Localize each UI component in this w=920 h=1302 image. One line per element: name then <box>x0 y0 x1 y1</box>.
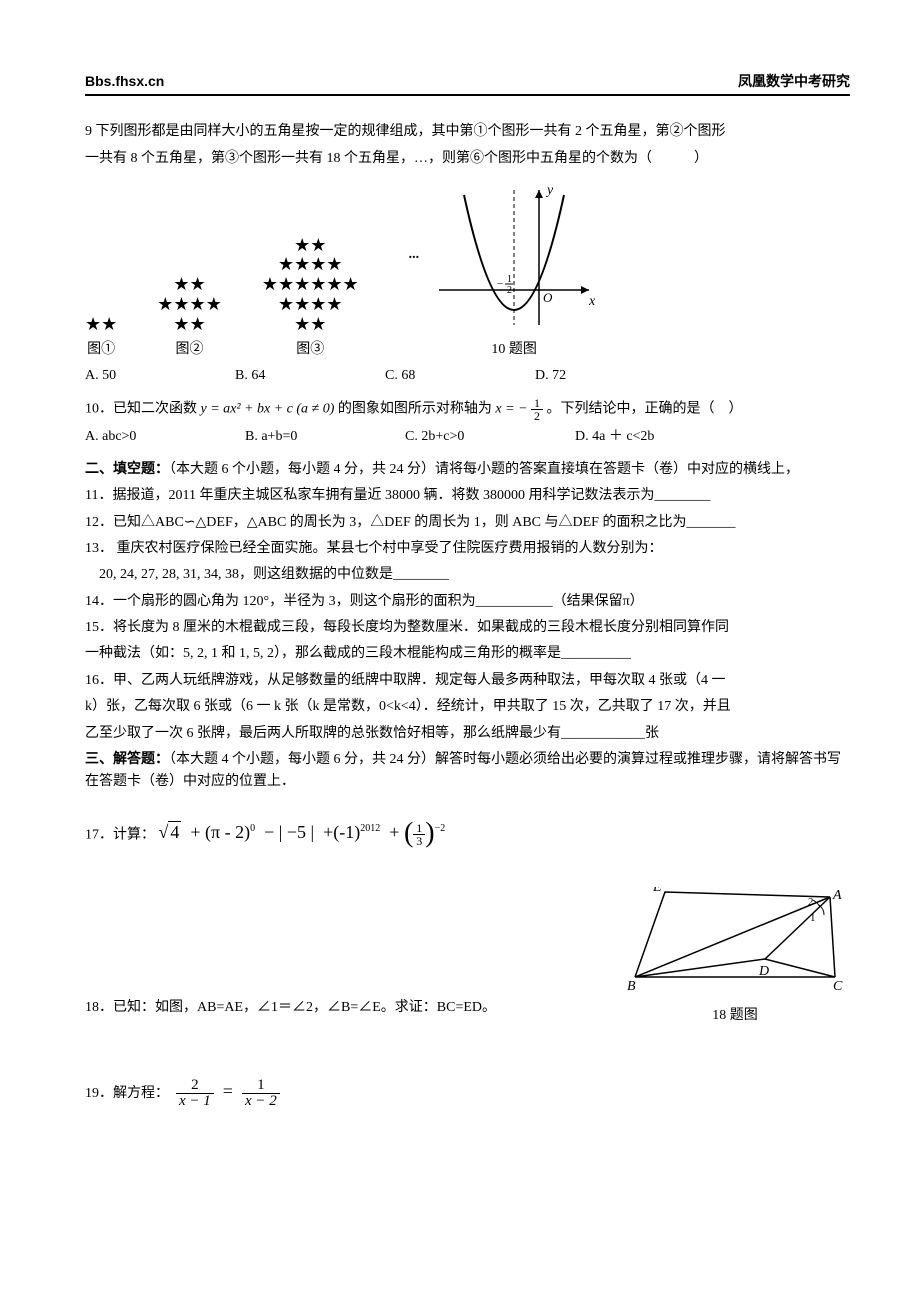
svg-text:2: 2 <box>808 896 814 908</box>
q17: 17．计算： √4 + (π - 2)0 − | −5 | +(-1)2012 … <box>85 812 850 857</box>
svg-text:−: − <box>497 278 503 290</box>
header-right: 凤凰数学中考研究 <box>738 70 850 92</box>
star-pattern-3: ★★ ★★★★ ★★★★★★ ★★★★ ★★ <box>262 236 359 335</box>
q16-l3: 乙至少取了一次 6 张牌，最后两人所取牌的总张数恰好相等，那么纸牌最少有____… <box>85 723 850 745</box>
q9-opt-c: C. 68 <box>385 365 535 387</box>
q12: 12．已知△ABC∽△DEF，△ABC 的周长为 3，△DEF 的周长为 1，则… <box>85 512 850 534</box>
svg-text:1: 1 <box>810 912 816 924</box>
q16-l2: k）张，乙每次取 6 张或（6 一 k 张（k 是常数，0<k<4）．经统计，甲… <box>85 696 850 718</box>
q10-text: 10．已知二次函数 y = ax² + bx + c (a ≠ 0) 的图象如图… <box>85 397 850 422</box>
q9-fig2: ★★ ★★★★ ★★ 图② <box>157 275 222 361</box>
q13-l2: 20, 24, 27, 28, 31, 34, 38，则这组数据的中位数是___… <box>85 564 850 586</box>
ellipsis: ... <box>409 244 420 266</box>
q18-text: 18．已知：如图，AB=AE，∠1＝∠2，∠B=∠E。求证：BC=ED。 <box>85 887 620 1019</box>
q10-opt-b: B. a+b=0 <box>245 426 405 448</box>
svg-text:2: 2 <box>507 285 512 296</box>
svg-text:D: D <box>758 964 769 979</box>
q9-opt-a: A. 50 <box>85 365 235 387</box>
q13-l1: 13． 重庆农村医疗保险已经全面实施。某县七个村中享受了住院医疗费用报销的人数分… <box>85 538 850 560</box>
y-axis-label: y <box>545 183 554 198</box>
svg-text:A: A <box>832 888 842 903</box>
q10-opt-a: A. abc>0 <box>85 426 245 448</box>
header-left: Bbs.fhsx.cn <box>85 70 164 92</box>
q10-fig-caption: 10 题图 <box>429 339 599 361</box>
q10-options: A. abc>0 B. a+b=0 C. 2b+c>0 D. 4a ＋ c<2b <box>85 426 850 448</box>
q11: 11．据报道，2011 年重庆主城区私家车拥有量近 38000 辆．将数 380… <box>85 485 850 507</box>
svg-text:B: B <box>627 979 636 994</box>
origin-label: O <box>543 290 553 305</box>
q10-figure: x y O − 1 2 10 题图 <box>429 180 599 361</box>
q9-opt-d: D. 72 <box>535 365 685 387</box>
section2-heading: 二、填空题：（本大题 6 个小题，每小题 4 分，共 24 分）请将每小题的答案… <box>85 459 850 481</box>
q18-figure: B C D E A 1 2 18 题图 <box>620 887 850 1028</box>
star-pattern-1: ★★ <box>85 315 117 335</box>
svg-text:E: E <box>652 887 662 895</box>
section3-heading: 三、解答题：（本大题 4 个小题，每小题 6 分，共 24 分）解答时每小题必须… <box>85 749 850 794</box>
fig2-label: 图② <box>176 339 204 361</box>
q18-svg: B C D E A 1 2 <box>625 887 845 997</box>
svg-text:1: 1 <box>507 274 512 285</box>
q17-expression: √4 + (π - 2)0 − | −5 | +(-1)2012 + (13)−… <box>159 822 446 842</box>
q9-fig3: ★★ ★★★★ ★★★★★★ ★★★★ ★★ 图③ <box>262 236 359 361</box>
q14: 14．一个扇形的圆心角为 120°，半径为 3，则这个扇形的面积为_______… <box>85 591 850 613</box>
parabola-svg: x y O − 1 2 <box>429 180 599 330</box>
q9-line2: 一共有 8 个五角星，第③个图形一共有 18 个五角星，…，则第⑥个图形中五角星… <box>85 148 850 170</box>
q15-l1: 15．将长度为 8 厘米的木棍截成三段，每段长度均为整数厘米．如果截成的三段木棍… <box>85 617 850 639</box>
q18-caption: 18 题图 <box>620 1005 850 1027</box>
q10-equation: y = ax² + bx + c (a ≠ 0) <box>201 402 335 417</box>
q9-fig1: ★★ 图① <box>85 315 117 361</box>
q16-l1: 16．甲、乙两人玩纸牌游戏，从足够数量的纸牌中取牌．规定每人最多两种取法，甲每次… <box>85 670 850 692</box>
q18: 18．已知：如图，AB=AE，∠1＝∠2，∠B=∠E。求证：BC=ED。 B C… <box>85 887 850 1028</box>
page-header: Bbs.fhsx.cn 凤凰数学中考研究 <box>85 70 850 96</box>
x-axis-label: x <box>588 294 596 309</box>
q10-opt-c: C. 2b+c>0 <box>405 426 575 448</box>
q9-options: A. 50 B. 64 C. 68 D. 72 <box>85 365 850 387</box>
q19: 19．解方程： 2x − 1 = 1x − 2 <box>85 1077 850 1108</box>
q9-opt-b: B. 64 <box>235 365 385 387</box>
q10-opt-d: D. 4a ＋ c<2b <box>575 426 725 448</box>
q19-equation: 2x − 1 = 1x − 2 <box>176 1081 280 1101</box>
q9-figures: ★★ 图① ★★ ★★★★ ★★ 图② ★★ ★★★★ ★★★★★★ ★★★★ … <box>85 180 850 361</box>
fig1-label: 图① <box>87 339 115 361</box>
q9-line1: 9 下列图形都是由同样大小的五角星按一定的规律组成，其中第①个图形一共有 2 个… <box>85 121 850 143</box>
fig3-label: 图③ <box>296 339 324 361</box>
q15-l2: 一种截法（如：5, 2, 1 和 1, 5, 2），那么截成的三段木棍能构成三角… <box>85 643 850 665</box>
star-pattern-2: ★★ ★★★★ ★★ <box>157 275 222 334</box>
svg-text:C: C <box>833 979 843 994</box>
